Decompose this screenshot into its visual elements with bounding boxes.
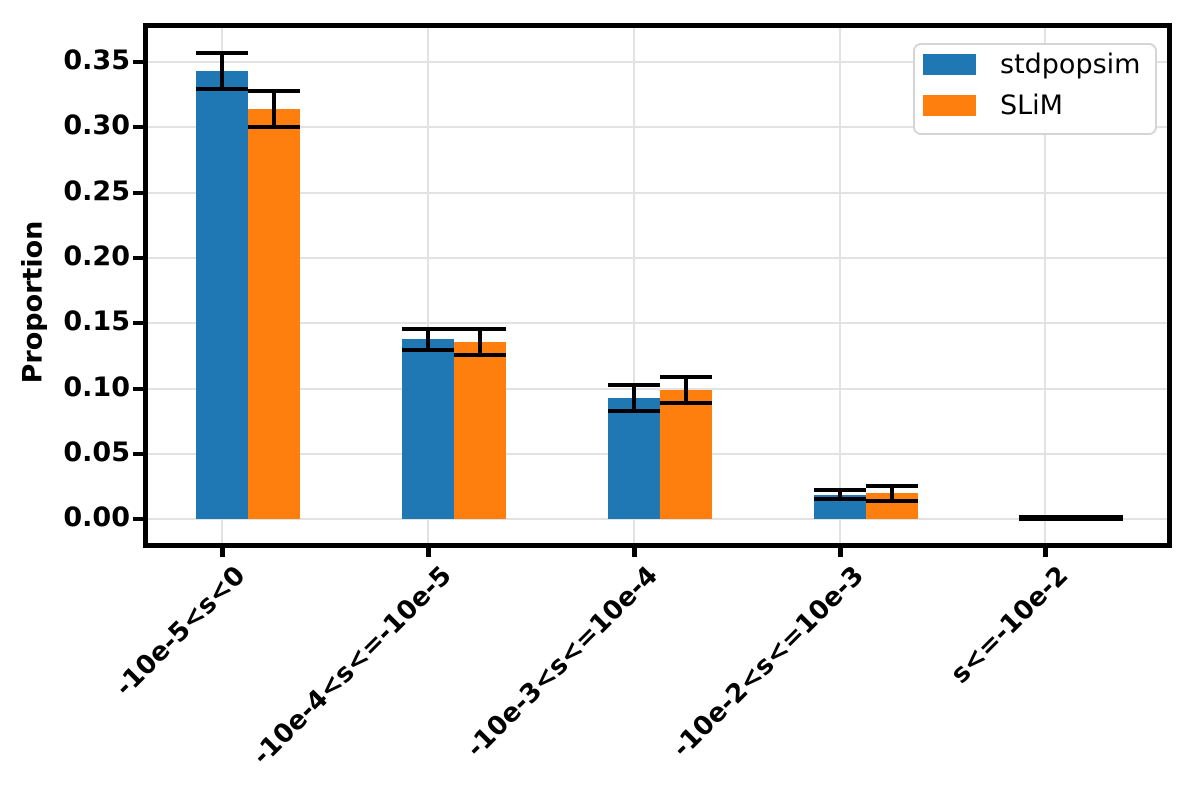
y-tick-label: 0.00 (63, 502, 130, 534)
y-tick-mark (133, 321, 144, 326)
error-bar-cap-bottom (814, 497, 866, 502)
y-tick-label: 0.30 (63, 110, 130, 142)
x-tick-label: -10e-3<s<=10e-4 (460, 560, 664, 764)
bar-SLiM-1 (454, 341, 506, 520)
error-bar-cap-top (454, 326, 506, 331)
x-tick-mark (632, 546, 637, 557)
bar-stdpopsim-0 (196, 71, 248, 520)
legend: stdpopsim SLiM (913, 43, 1157, 135)
error-bar-line (478, 328, 482, 355)
legend-item-stdpopsim: stdpopsim (923, 49, 1145, 80)
y-tick-mark (133, 190, 144, 195)
error-bar-cap-bottom (1071, 517, 1123, 522)
y-tick-mark (133, 452, 144, 457)
y-tick-label: 0.20 (63, 241, 130, 273)
x-tick-label: -10e-2<s<=10e-3 (666, 560, 870, 764)
error-bar-cap-top (402, 326, 454, 331)
error-bar-line (632, 384, 636, 411)
error-bar-cap-bottom (196, 87, 248, 92)
bar-stdpopsim-2 (608, 397, 660, 520)
error-bar-line (838, 490, 842, 500)
bar-SLiM-0 (248, 109, 300, 520)
y-gridline (148, 257, 1167, 260)
x-tick-mark (1043, 546, 1048, 557)
x-gridline (427, 28, 429, 543)
legend-label-slim: SLiM (1000, 90, 1063, 121)
error-bar-cap-bottom (402, 347, 454, 352)
error-bar-cap-top (248, 88, 300, 93)
error-bar-cap-bottom (248, 125, 300, 130)
x-tick-label: -10e-5<s<0 (109, 560, 252, 703)
error-bar-cap-bottom (1019, 517, 1071, 522)
error-bar-cap-top (196, 50, 248, 55)
legend-label-stdpopsim: stdpopsim (1000, 49, 1141, 80)
x-tick-label: s<=-10e-2 (945, 560, 1075, 690)
y-gridline (148, 191, 1167, 194)
y-gridline (148, 126, 1167, 129)
x-gridline (839, 28, 841, 543)
x-gridline (633, 28, 635, 543)
error-bar-line (426, 328, 430, 350)
error-bar-cap-top (608, 382, 660, 387)
error-bar-line (272, 90, 276, 128)
error-bar-line (684, 376, 688, 404)
error-bar-cap-top (1071, 515, 1123, 520)
y-tick-label: 0.35 (63, 44, 130, 76)
y-tick-label: 0.25 (63, 175, 130, 207)
y-gridline (148, 387, 1167, 390)
error-bar-cap-top (660, 374, 712, 379)
x-tick-mark (220, 546, 225, 557)
error-bar-cap-bottom (608, 408, 660, 413)
y-gridline (148, 322, 1167, 325)
error-bar-cap-top (1019, 515, 1071, 520)
x-tick-mark (426, 546, 431, 557)
x-tick-mark (838, 546, 843, 557)
y-tick-label: 0.10 (63, 371, 130, 403)
y-tick-label: 0.05 (63, 437, 130, 469)
error-bar-cap-bottom (660, 401, 712, 406)
error-bar-line (890, 486, 894, 501)
error-bar-cap-bottom (454, 352, 506, 357)
y-gridline (148, 60, 1167, 63)
bar-stdpopsim-1 (402, 339, 454, 520)
y-gridline (148, 518, 1167, 521)
y-tick-mark (133, 386, 144, 391)
error-bar-line (220, 52, 224, 90)
y-tick-mark (133, 59, 144, 64)
y-tick-mark (133, 256, 144, 261)
x-tick-label: -10e-4<s<=-10e-5 (247, 560, 458, 772)
y-tick-mark (133, 125, 144, 130)
legend-swatch-stdpopsim (923, 54, 976, 75)
error-bar-cap-top (814, 488, 866, 493)
y-tick-mark (133, 517, 144, 522)
legend-swatch-slim (923, 95, 976, 116)
error-bar-cap-top (866, 484, 918, 489)
bar-SLiM-2 (660, 390, 712, 520)
error-bar-cap-bottom (866, 498, 918, 503)
legend-item-slim: SLiM (923, 90, 1145, 121)
x-gridline (1044, 28, 1046, 543)
y-tick-label: 0.15 (63, 306, 130, 338)
